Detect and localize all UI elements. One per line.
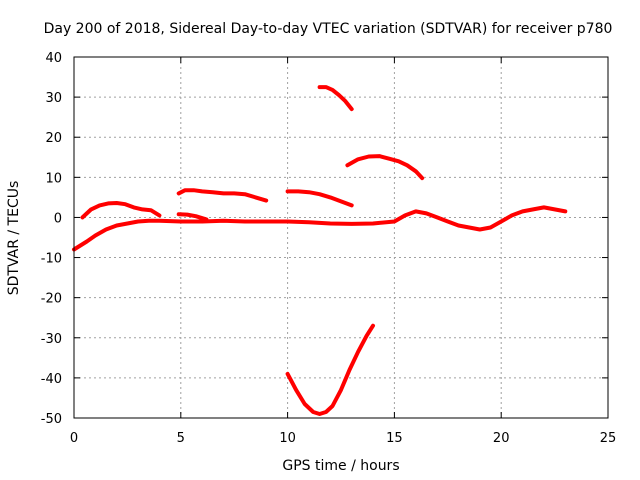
y-tick-label: -20 [41, 292, 62, 307]
x-tick-label: 15 [386, 431, 403, 446]
grid-layer [74, 57, 608, 418]
y-tick-label: 0 [54, 211, 62, 226]
series-arc-6 [345, 154, 425, 181]
y-tick-label: -10 [41, 252, 62, 267]
y-tick-label: 20 [45, 131, 62, 146]
x-tick-label: 5 [177, 431, 185, 446]
series-arc-3 [176, 212, 209, 222]
y-tick-label: -30 [41, 332, 62, 347]
y-tick-label: -40 [41, 372, 62, 387]
series-arc-5 [317, 85, 354, 112]
tick-layer: 0 5 10 15 20 25 -50 -40 -30 -20 -10 0 10 20 30 40 [41, 51, 617, 446]
plot-frame [73, 56, 609, 419]
series-arc-1 [80, 201, 162, 220]
x-axis-label: GPS time / hours [282, 458, 399, 474]
y-axis-label: SDTVAR / TECUs [6, 181, 22, 296]
x-tick-label: 25 [600, 431, 617, 446]
y-tick-label: 30 [45, 91, 62, 106]
series-arc-7 [285, 323, 375, 416]
series-layer [72, 85, 568, 416]
series-arc-4 [285, 189, 354, 208]
x-tick-label: 10 [279, 431, 296, 446]
x-tick-label: 0 [70, 431, 78, 446]
series-arc-2 [176, 188, 269, 203]
x-tick-label: 20 [493, 431, 510, 446]
y-tick-label: 40 [45, 51, 62, 66]
y-tick-label: -50 [41, 412, 62, 427]
series-arc-baseline [72, 205, 568, 252]
chart-title: Day 200 of 2018, Sidereal Day-to-day VTE… [44, 21, 613, 37]
y-tick-label: 10 [45, 171, 62, 186]
